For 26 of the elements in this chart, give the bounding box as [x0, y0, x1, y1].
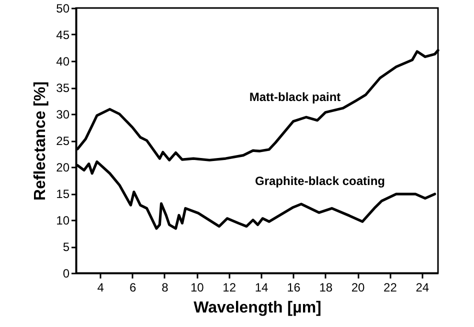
- x-tick-label: 22: [384, 280, 398, 294]
- x-axis-title: Wavelength [µm]: [194, 300, 322, 316]
- x-tick-label: 20: [351, 280, 366, 294]
- x-tick-label: 6: [129, 280, 136, 294]
- y-axis-title: Reflectance [%]: [32, 81, 50, 201]
- x-tick-label: 14: [254, 280, 269, 294]
- x-tick-label: 18: [319, 280, 333, 294]
- y-tick-label: 35: [56, 81, 70, 95]
- y-tick-label: 20: [56, 160, 70, 174]
- y-tick-label: 0: [62, 266, 70, 280]
- annotation: Graphite-black coating: [254, 174, 386, 188]
- x-tick-label: 16: [287, 280, 301, 294]
- x-tick-label: 8: [162, 280, 169, 294]
- y-tick-label: 10: [56, 214, 70, 228]
- y-tick-label: 45: [56, 28, 70, 42]
- y-tick-label: 15: [56, 187, 70, 201]
- x-tick-label: 12: [222, 280, 236, 294]
- y-tick-label: 50: [56, 2, 70, 16]
- x-tick-label: 10: [190, 280, 204, 294]
- y-tick-label: 5: [62, 240, 70, 254]
- y-tick-label: 40: [56, 54, 70, 68]
- x-tick-label: 4: [97, 280, 104, 294]
- x-tick-label: 24: [416, 280, 430, 294]
- y-tick-label: 30: [56, 108, 70, 122]
- y-tick-label: 25: [56, 134, 70, 148]
- annotation: Matt-black paint: [249, 90, 341, 104]
